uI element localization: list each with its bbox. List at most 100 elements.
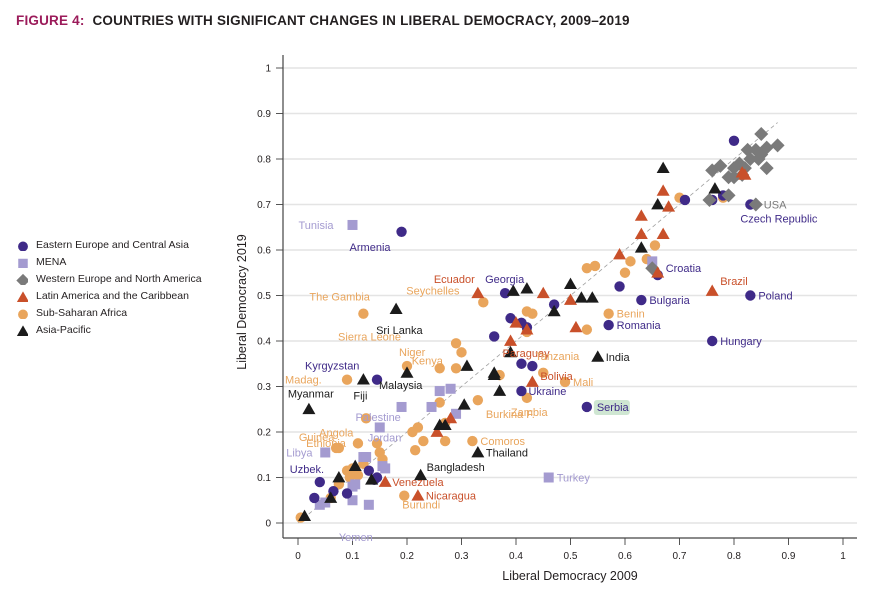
label-palestine: Palestine bbox=[356, 412, 401, 424]
label-angola: Angola bbox=[319, 427, 354, 439]
legend-marker bbox=[16, 324, 28, 336]
label-georgia: Georgia bbox=[485, 274, 525, 286]
data-point bbox=[365, 473, 379, 485]
legend-item-asia: Asia-Pacific bbox=[16, 321, 202, 338]
x-tick-label: 0.9 bbox=[782, 551, 796, 562]
series-latam bbox=[378, 166, 752, 501]
data-point-seychelles bbox=[478, 297, 489, 308]
data-point-guinea bbox=[333, 442, 345, 454]
data-point bbox=[743, 152, 758, 166]
x-tick-label: 0.3 bbox=[455, 551, 469, 562]
legend-diamond-icon bbox=[16, 273, 28, 285]
data-point bbox=[434, 386, 445, 397]
x-tick-label: 1 bbox=[840, 551, 846, 562]
data-point bbox=[569, 320, 583, 333]
data-point-brazil bbox=[705, 284, 719, 296]
data-point-palestine bbox=[396, 401, 407, 412]
legend-marker bbox=[18, 258, 28, 268]
data-point-kyrgyzstan bbox=[371, 374, 383, 385]
label-venezuela: Venezuela bbox=[392, 477, 444, 489]
data-point-fiji bbox=[356, 373, 370, 385]
data-point bbox=[505, 313, 516, 324]
data-point bbox=[457, 398, 471, 410]
data-point bbox=[564, 277, 577, 289]
data-point-the-gambia bbox=[358, 308, 369, 319]
data-point bbox=[751, 152, 766, 166]
data-point-tanzania bbox=[538, 367, 549, 379]
data-point bbox=[520, 323, 534, 335]
y-tick-label: 0.3 bbox=[257, 382, 271, 393]
legend-marker bbox=[18, 309, 28, 319]
label-serbia: Serbia bbox=[597, 402, 630, 414]
y-tick-label: 0.7 bbox=[257, 200, 271, 211]
data-point-usa bbox=[748, 197, 763, 212]
data-point-thailand bbox=[471, 445, 485, 458]
data-point bbox=[679, 194, 691, 206]
data-point-benin bbox=[603, 308, 614, 319]
x-tick-label: 0.6 bbox=[618, 551, 632, 562]
data-point-venezuela bbox=[378, 475, 392, 487]
data-point bbox=[656, 184, 670, 196]
legend-marker bbox=[16, 290, 28, 302]
data-point-india bbox=[591, 350, 605, 362]
data-point bbox=[314, 499, 325, 510]
legend-circle-icon bbox=[18, 241, 28, 251]
label-madag: Madag. bbox=[285, 375, 322, 387]
data-point bbox=[651, 198, 665, 210]
data-point-uzbek bbox=[314, 476, 325, 488]
y-tick-label: 0.4 bbox=[257, 337, 271, 348]
y-axis-title: Liberal Democracy 2019 bbox=[235, 234, 249, 370]
label-seychelles: Seychelles bbox=[406, 285, 460, 297]
data-point-bangladesh bbox=[414, 468, 428, 481]
data-point-yemen bbox=[363, 499, 374, 510]
data-point bbox=[614, 281, 625, 292]
legend-triangle-icon bbox=[16, 290, 28, 302]
data-point-ecuador bbox=[471, 286, 485, 299]
data-point bbox=[527, 360, 538, 372]
data-point bbox=[430, 425, 444, 437]
data-point bbox=[324, 491, 338, 503]
label-burkina-f: Burkina F. bbox=[486, 409, 535, 421]
x-tick-label: 0.7 bbox=[673, 551, 687, 562]
label-bulgaria: Bulgaria bbox=[649, 295, 690, 307]
data-point bbox=[409, 445, 421, 456]
x-tick-label: 0.4 bbox=[509, 551, 523, 562]
label-romania: Romania bbox=[617, 320, 662, 332]
data-point-turkey bbox=[543, 472, 554, 483]
data-point bbox=[450, 363, 462, 374]
legend-item-weurope: Western Europe and North America bbox=[16, 270, 202, 287]
label-the-gambia: The Gambia bbox=[309, 292, 370, 304]
y-tick-label: 1 bbox=[265, 64, 271, 75]
data-point bbox=[574, 291, 588, 303]
data-point bbox=[487, 368, 501, 380]
data-point bbox=[434, 397, 445, 408]
label-armenia: Armenia bbox=[350, 242, 392, 254]
data-points bbox=[295, 126, 785, 523]
y-tick-label: 0.6 bbox=[257, 246, 271, 257]
label-ukraine: Ukraine bbox=[528, 386, 566, 398]
data-point bbox=[634, 227, 648, 239]
data-point-ukraine bbox=[516, 385, 527, 397]
data-point bbox=[445, 383, 456, 394]
data-point-hungary bbox=[707, 335, 718, 347]
data-point bbox=[520, 282, 534, 294]
data-point bbox=[298, 509, 312, 522]
data-point bbox=[547, 304, 561, 317]
label-mali: Mali bbox=[573, 377, 593, 389]
x-axis-title: Liberal Democracy 2009 bbox=[502, 569, 638, 583]
legend-item-mena: MENA bbox=[16, 253, 202, 270]
data-point bbox=[371, 438, 383, 449]
series-asia bbox=[298, 161, 722, 522]
data-point-madag bbox=[341, 374, 353, 385]
data-point bbox=[407, 426, 418, 438]
data-point bbox=[656, 161, 670, 173]
legend-circle-icon bbox=[18, 309, 28, 319]
data-point bbox=[634, 209, 648, 221]
label-nicaragua: Nicaragua bbox=[426, 491, 477, 503]
data-point-bolivia bbox=[525, 375, 539, 387]
data-point bbox=[309, 492, 320, 504]
data-point bbox=[380, 463, 391, 474]
data-point bbox=[564, 293, 577, 305]
data-point bbox=[451, 408, 462, 419]
